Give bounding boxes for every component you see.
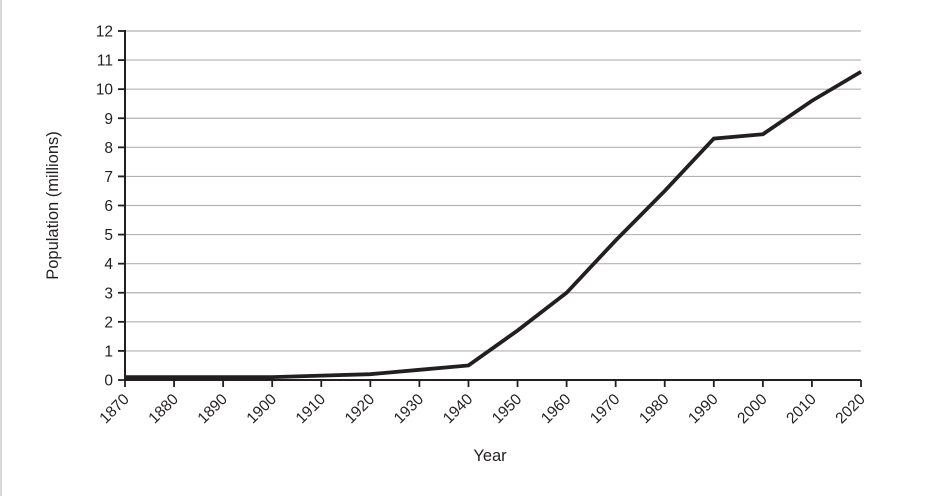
y-tick-label: 7 [104, 169, 113, 186]
x-tick-label: 2010 [783, 391, 820, 428]
y-tick-label: 4 [104, 256, 113, 273]
x-tick-label: 1990 [685, 391, 722, 428]
y-tick-label: 6 [104, 198, 113, 215]
y-tick-label: 11 [97, 53, 113, 70]
x-tick-label: 1900 [244, 391, 281, 428]
y-tick-label: 1 [104, 343, 113, 360]
x-tick-label: 2020 [832, 391, 869, 428]
y-tick-label: 2 [104, 314, 113, 331]
x-tick-label: 1960 [538, 391, 575, 428]
y-tick-label: 8 [104, 140, 113, 157]
page-edge-shadow [0, 0, 2, 496]
x-tick-label: 1910 [293, 391, 330, 428]
x-tick-label: 1880 [145, 391, 182, 428]
y-axis-title: Population (millions) [44, 131, 62, 280]
x-tick-label: 1940 [440, 391, 477, 428]
x-tick-label: 1920 [342, 391, 379, 428]
data-line-population [125, 70, 862, 379]
y-tick-label: 10 [96, 82, 114, 99]
x-tick-label: 1870 [96, 391, 133, 428]
x-tick-label: 2000 [734, 391, 771, 428]
x-axis-title: Year [473, 447, 507, 465]
x-tick-label: 1930 [391, 391, 428, 428]
x-tick-label: 1890 [195, 391, 232, 428]
y-tick-label: 12 [96, 24, 113, 41]
y-tick-label: 0 [104, 373, 113, 390]
x-tick-label: 1980 [636, 391, 673, 428]
y-tick-label: 3 [104, 285, 113, 302]
y-tick-label: 9 [104, 111, 113, 128]
x-tick-label: 1950 [489, 391, 526, 428]
y-tick-label: 5 [104, 227, 113, 244]
x-tick-label: 1970 [587, 391, 624, 428]
